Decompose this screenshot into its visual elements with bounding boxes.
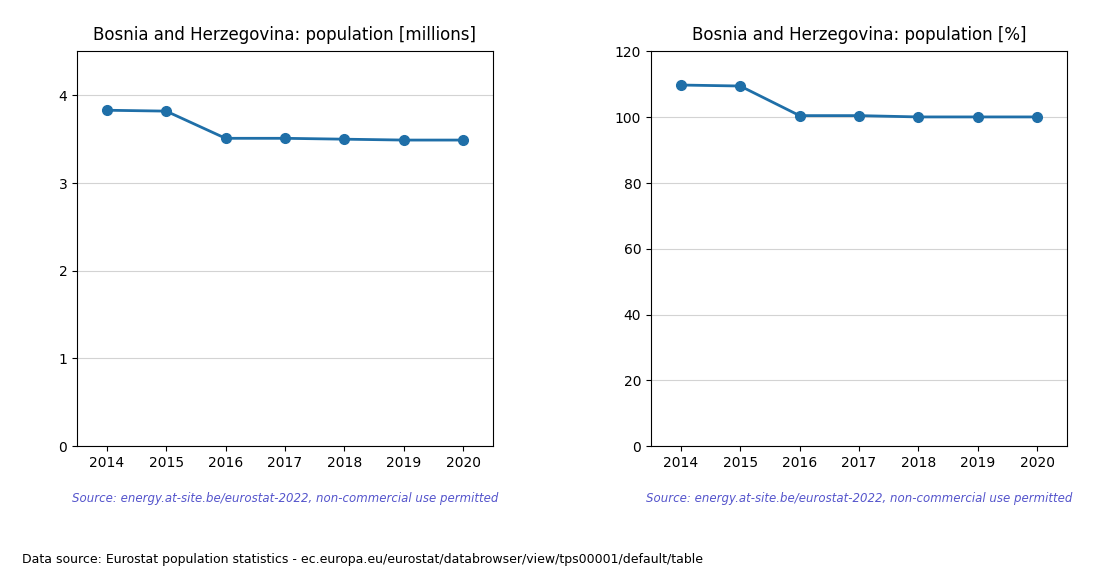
Text: Source: energy.at-site.be/eurostat-2022, non-commercial use permitted: Source: energy.at-site.be/eurostat-2022,… <box>646 492 1072 505</box>
Text: Source: energy.at-site.be/eurostat-2022, non-commercial use permitted: Source: energy.at-site.be/eurostat-2022,… <box>72 492 498 505</box>
Title: Bosnia and Herzegovina: population [%]: Bosnia and Herzegovina: population [%] <box>692 26 1026 45</box>
Text: Data source: Eurostat population statistics - ec.europa.eu/eurostat/databrowser/: Data source: Eurostat population statist… <box>22 553 703 566</box>
Title: Bosnia and Herzegovina: population [millions]: Bosnia and Herzegovina: population [mill… <box>94 26 476 45</box>
